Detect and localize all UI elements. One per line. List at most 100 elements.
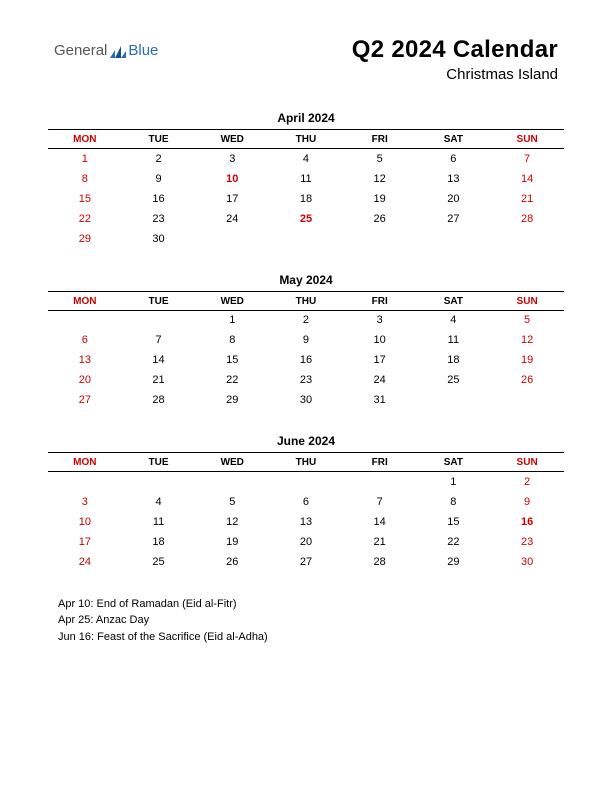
calendar-row: 12345 (48, 310, 564, 330)
calendar-row: 22232425262728 (48, 209, 564, 229)
calendar-cell: 26 (490, 370, 564, 390)
day-header: MON (48, 291, 122, 310)
calendar-cell: 20 (417, 189, 491, 209)
calendar-cell (417, 390, 491, 410)
calendar-cell: 29 (417, 552, 491, 572)
calendar-cell: 21 (122, 370, 196, 390)
calendar-cell: 9 (122, 169, 196, 189)
calendar-cell: 22 (195, 370, 269, 390)
calendar-cell: 6 (48, 330, 122, 350)
calendar-cell (417, 229, 491, 249)
calendar-cell: 28 (122, 390, 196, 410)
page-title: Q2 2024 Calendar (352, 36, 558, 64)
calendar-row: 13141516171819 (48, 350, 564, 370)
month-title: June 2024 (48, 434, 564, 448)
calendar-cell: 9 (490, 492, 564, 512)
calendar-cell: 4 (417, 310, 491, 330)
calendar-cell: 13 (48, 350, 122, 370)
calendar-cell: 19 (490, 350, 564, 370)
calendar-row: 2728293031 (48, 390, 564, 410)
calendar-cell: 16 (490, 512, 564, 532)
month-block: June 2024MONTUEWEDTHUFRISATSUN1234567891… (48, 434, 564, 572)
calendar-cell: 7 (490, 149, 564, 169)
calendar-cell: 11 (417, 330, 491, 350)
calendar-cell: 13 (417, 169, 491, 189)
calendar-row: 24252627282930 (48, 552, 564, 572)
calendar-cell: 22 (48, 209, 122, 229)
calendar-cell: 25 (269, 209, 343, 229)
calendar-cell: 16 (122, 189, 196, 209)
calendar-cell: 21 (343, 532, 417, 552)
calendar-cell (195, 472, 269, 492)
calendar-cell: 7 (122, 330, 196, 350)
calendar-cell: 23 (122, 209, 196, 229)
calendar-row: 17181920212223 (48, 532, 564, 552)
calendar-cell: 2 (122, 149, 196, 169)
calendar-row: 20212223242526 (48, 370, 564, 390)
day-header: WED (195, 291, 269, 310)
calendar-page: General Blue Q2 2024 Calendar Christmas … (0, 0, 612, 645)
month-block: April 2024MONTUEWEDTHUFRISATSUN123456789… (48, 111, 564, 249)
calendar-cell: 3 (195, 149, 269, 169)
calendar-cell: 17 (48, 532, 122, 552)
calendar-cell: 19 (343, 189, 417, 209)
calendar-cell: 10 (343, 330, 417, 350)
calendar-row: 891011121314 (48, 169, 564, 189)
day-header: TUE (122, 130, 196, 149)
logo-blue-box: Blue (109, 42, 158, 59)
calendar-cell: 8 (48, 169, 122, 189)
calendar-cell: 19 (195, 532, 269, 552)
calendar-cell: 2 (269, 310, 343, 330)
calendar-cell: 15 (195, 350, 269, 370)
calendar-cell: 12 (195, 512, 269, 532)
calendar-cell: 18 (122, 532, 196, 552)
day-header: WED (195, 130, 269, 149)
day-header: FRI (343, 291, 417, 310)
calendar-cell: 9 (269, 330, 343, 350)
calendar-cell (195, 229, 269, 249)
calendar-cell: 1 (195, 310, 269, 330)
page-subtitle: Christmas Island (352, 66, 558, 83)
day-header: THU (269, 453, 343, 472)
calendar-cell: 11 (122, 512, 196, 532)
calendar-cell (343, 229, 417, 249)
calendar-cell: 18 (417, 350, 491, 370)
calendar-cell: 6 (269, 492, 343, 512)
calendar-cell: 3 (343, 310, 417, 330)
calendar-cell: 11 (269, 169, 343, 189)
calendar-cell: 23 (269, 370, 343, 390)
calendar-cell: 15 (48, 189, 122, 209)
calendar-cell: 12 (490, 330, 564, 350)
calendar-cell (343, 472, 417, 492)
calendar-cell: 1 (417, 472, 491, 492)
day-header: SAT (417, 453, 491, 472)
calendar-cell (269, 472, 343, 492)
calendar-cell: 15 (417, 512, 491, 532)
calendar-cell: 27 (269, 552, 343, 572)
calendar-cell: 30 (490, 552, 564, 572)
calendar-cell: 16 (269, 350, 343, 370)
calendar-cell: 5 (343, 149, 417, 169)
calendar-cell: 3 (48, 492, 122, 512)
day-header: MON (48, 453, 122, 472)
calendar-cell: 23 (490, 532, 564, 552)
calendar-cell (490, 229, 564, 249)
calendar-cell: 5 (490, 310, 564, 330)
calendar-cell: 17 (195, 189, 269, 209)
calendar-cell (269, 229, 343, 249)
calendar-cell (48, 310, 122, 330)
calendar-table: MONTUEWEDTHUFRISATSUN1234567891011121314… (48, 291, 564, 411)
calendar-cell: 30 (269, 390, 343, 410)
calendar-row: 2930 (48, 229, 564, 249)
brand-logo: General Blue (48, 36, 158, 59)
calendar-cell: 7 (343, 492, 417, 512)
day-header: TUE (122, 453, 196, 472)
calendar-cell: 24 (195, 209, 269, 229)
month-title: May 2024 (48, 273, 564, 287)
calendar-cell: 28 (490, 209, 564, 229)
day-header: SUN (490, 130, 564, 149)
calendar-cell: 10 (195, 169, 269, 189)
calendar-cell: 12 (343, 169, 417, 189)
title-block: Q2 2024 Calendar Christmas Island (352, 36, 564, 83)
day-header: SAT (417, 130, 491, 149)
